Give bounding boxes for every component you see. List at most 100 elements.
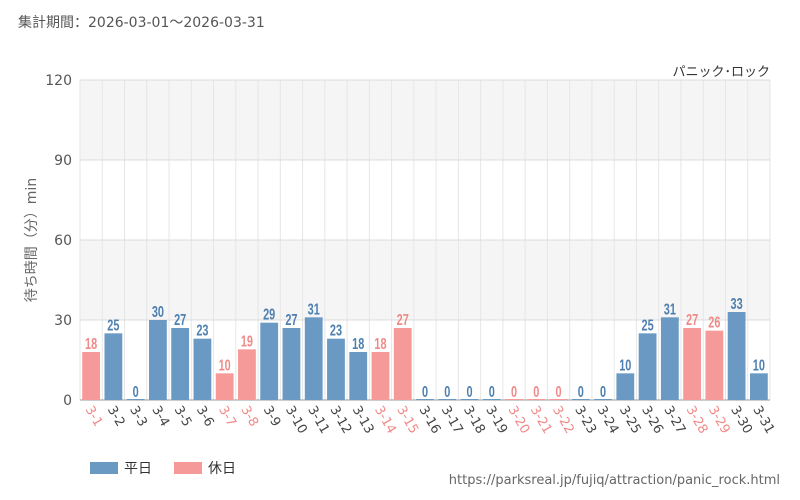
bar	[238, 349, 256, 400]
bar-value-label: 0	[444, 383, 450, 400]
y-tick-label: 120	[45, 73, 72, 89]
bar	[749, 373, 768, 400]
x-tick-label: 3-28	[683, 404, 711, 437]
x-tick-label: 3-22	[549, 404, 577, 437]
bar-value-label: 25	[107, 316, 120, 333]
bar	[304, 317, 323, 400]
bar	[571, 399, 590, 400]
bar	[683, 328, 701, 400]
bar	[215, 373, 234, 400]
bar-value-label: 23	[196, 322, 209, 339]
bar	[482, 399, 501, 400]
bar-value-label: 10	[619, 356, 631, 373]
bar-value-label: 0	[511, 383, 517, 400]
x-tick-label: 3-12	[327, 404, 355, 437]
x-tick-label: 3-4	[148, 404, 172, 430]
bar	[505, 399, 523, 400]
bar-value-label: 0	[578, 383, 584, 400]
bar	[616, 373, 635, 400]
y-tick-label: 60	[54, 233, 72, 249]
x-tick-label: 3-19	[482, 404, 510, 437]
bar-value-label: 30	[152, 303, 164, 320]
bar-value-label: 0	[422, 383, 428, 400]
bar	[82, 352, 101, 400]
weekday-swatch	[90, 462, 118, 474]
y-axis-label: 待ち時間（分）min	[24, 178, 40, 302]
bar	[193, 338, 212, 400]
bar-value-label: 27	[174, 311, 186, 328]
bar-value-label: 18	[85, 335, 98, 352]
x-tick-label: 3-20	[505, 404, 533, 437]
x-tick-label: 3-8	[237, 404, 261, 430]
y-tick-label: 30	[54, 313, 72, 329]
x-tick-label: 3-14	[371, 404, 399, 437]
bar	[104, 333, 123, 400]
period-label: 集計期間：2026-03-01～2026-03-31	[18, 15, 265, 31]
bar	[416, 399, 434, 400]
bar	[527, 399, 546, 400]
legend-holiday-label: 休日	[208, 461, 236, 477]
x-tick-label: 3-15	[393, 404, 421, 437]
bar	[549, 399, 568, 400]
bar-value-label: 31	[308, 300, 321, 317]
bar	[393, 328, 412, 400]
bar-value-label: 0	[133, 383, 139, 400]
x-tick-label: 3-11	[304, 404, 332, 437]
bar	[705, 330, 724, 400]
legend-weekday-label: 平日	[124, 461, 152, 477]
bar	[260, 322, 279, 400]
x-tick-label: 3-29	[705, 404, 733, 437]
legend-weekday: 平日	[90, 458, 152, 478]
x-tick-label: 3-1	[82, 404, 106, 430]
legend: 平日 休日	[90, 458, 258, 478]
bar	[660, 317, 679, 400]
x-tick-label: 3-18	[460, 404, 488, 437]
plot-band	[80, 80, 770, 160]
bar-value-label: 19	[241, 332, 253, 349]
bar-value-label: 33	[731, 295, 744, 312]
x-tick-label: 3-16	[416, 404, 444, 437]
x-tick-label: 3-30	[727, 404, 755, 437]
y-tick-label: 0	[63, 393, 72, 409]
bar-value-label: 10	[219, 356, 231, 373]
x-tick-label: 3-26	[638, 404, 666, 437]
bar-value-label: 0	[533, 383, 539, 400]
x-tick-label: 3-7	[215, 404, 239, 430]
bar-value-label: 27	[686, 311, 698, 328]
x-tick-label: 3-27	[660, 404, 688, 437]
x-tick-label: 3-21	[527, 404, 555, 437]
bar-value-label: 18	[374, 335, 387, 352]
bar	[149, 320, 167, 400]
bar	[460, 399, 479, 400]
bar-value-label: 31	[664, 300, 677, 317]
bar-value-label: 23	[330, 322, 343, 339]
x-tick-label: 3-25	[616, 404, 644, 437]
source-url: https://parksreal.jp/fujiq/attraction/pa…	[448, 473, 780, 488]
x-tick-label: 3-9	[260, 404, 284, 430]
bar	[171, 328, 190, 400]
bar	[638, 333, 657, 400]
bar	[438, 399, 457, 400]
bar-value-label: 0	[466, 383, 472, 400]
bar	[327, 338, 345, 400]
x-tick-label: 3-10	[282, 404, 310, 437]
bar	[349, 352, 368, 400]
legend-holiday: 休日	[174, 458, 236, 478]
bar-value-label: 0	[600, 383, 606, 400]
bar	[594, 399, 612, 400]
bar-value-label: 29	[263, 306, 275, 323]
plot-band	[80, 240, 770, 320]
x-tick-label: 3-31	[749, 404, 777, 437]
x-tick-label: 3-6	[193, 404, 217, 430]
x-tick-label: 3-13	[349, 404, 377, 437]
plot-band	[80, 160, 770, 240]
bar-value-label: 27	[285, 311, 297, 328]
bar-value-label: 18	[352, 335, 365, 352]
y-tick-label: 90	[54, 153, 72, 169]
bar	[371, 352, 390, 400]
bar	[126, 399, 145, 400]
bar-value-label: 10	[753, 356, 765, 373]
bar	[282, 328, 301, 400]
bar-value-label: 0	[556, 383, 562, 400]
